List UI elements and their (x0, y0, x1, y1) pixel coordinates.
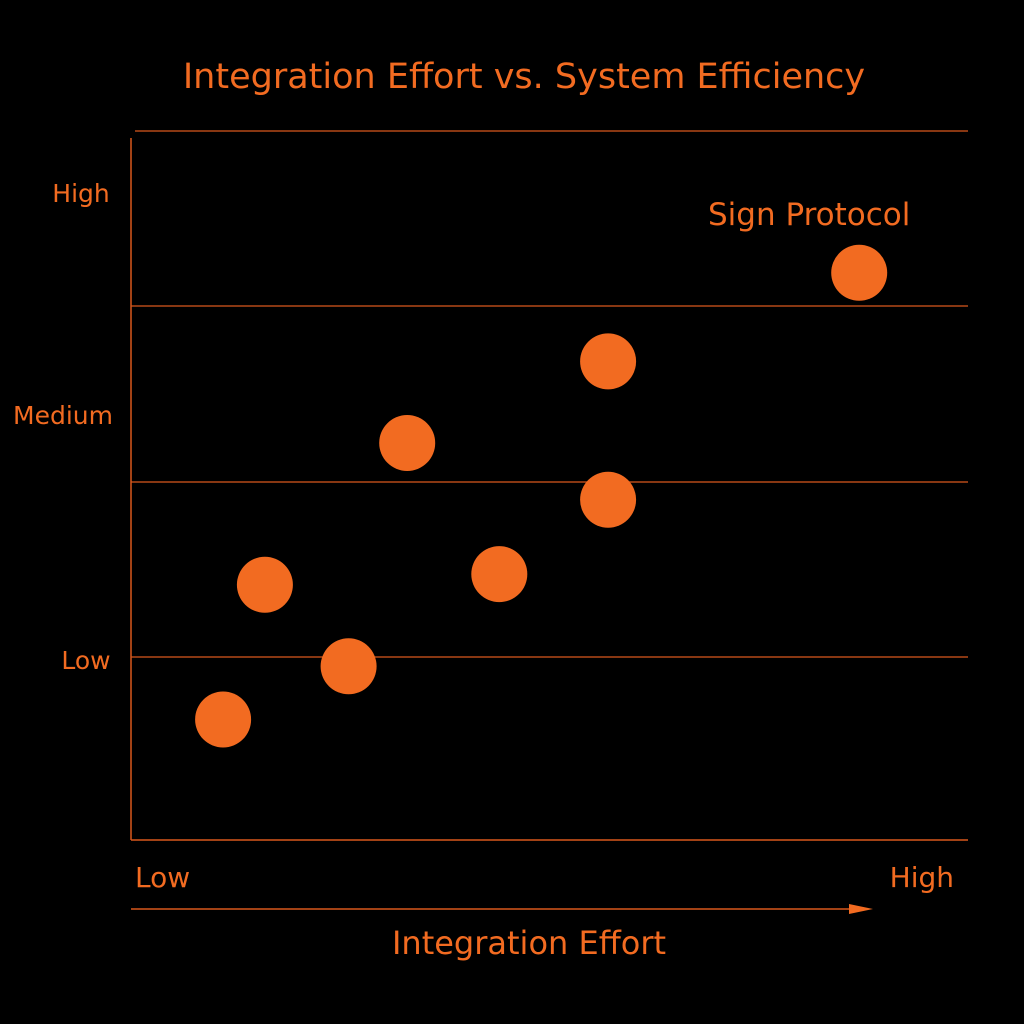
data-point (580, 471, 637, 528)
y-tick-label-low: Low (61, 646, 110, 675)
point-annotations: Sign Protocol (708, 197, 910, 233)
data-point (379, 415, 436, 471)
data-point (320, 638, 377, 695)
x-axis-label: Integration Effort (392, 924, 666, 962)
data-points (195, 244, 888, 748)
x-tick-label-low: Low (135, 861, 190, 894)
data-point (831, 244, 888, 301)
data-point (471, 546, 528, 603)
y-tick-label-medium: Medium (13, 401, 113, 430)
point-annotation-label: Sign Protocol (708, 197, 910, 233)
y-tick-label-high: High (52, 179, 109, 208)
x-axis-arrow-head (849, 904, 873, 914)
chart-title: Integration Effort vs. System Efficiency (183, 57, 865, 97)
data-point (195, 691, 252, 748)
data-point (236, 556, 293, 613)
data-point (580, 333, 637, 390)
x-tick-label-high: High (890, 861, 954, 894)
